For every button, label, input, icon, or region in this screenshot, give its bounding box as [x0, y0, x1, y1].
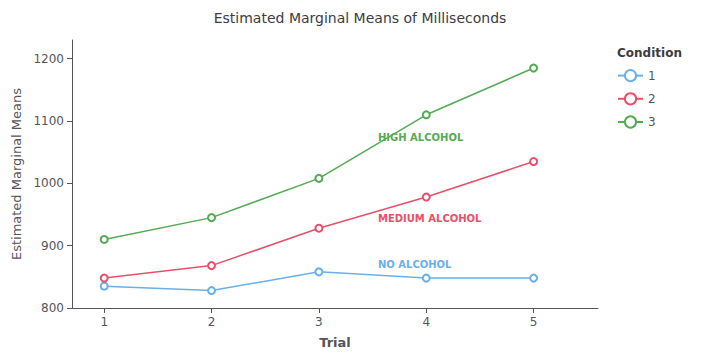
svg-text:Trial: Trial	[319, 335, 351, 350]
svg-text:MEDIUM ALCOHOL: MEDIUM ALCOHOL	[378, 213, 482, 224]
svg-text:3: 3	[648, 115, 656, 129]
svg-text:NO ALCOHOL: NO ALCOHOL	[378, 259, 452, 270]
svg-text:1200: 1200	[33, 52, 64, 66]
svg-text:1000: 1000	[33, 176, 64, 190]
svg-text:Estimated Marginal Means: Estimated Marginal Means	[9, 88, 24, 260]
svg-text:5: 5	[530, 315, 538, 329]
svg-text:Condition: Condition	[617, 46, 682, 60]
svg-text:HIGH ALCOHOL: HIGH ALCOHOL	[378, 132, 464, 143]
svg-text:Estimated Marginal Means of Mi: Estimated Marginal Means of Milliseconds	[214, 10, 507, 26]
svg-text:2: 2	[208, 315, 216, 329]
svg-text:1: 1	[100, 315, 108, 329]
svg-text:3: 3	[315, 315, 323, 329]
svg-text:4: 4	[422, 315, 430, 329]
svg-text:1100: 1100	[33, 114, 64, 128]
svg-text:2: 2	[648, 92, 656, 106]
svg-text:1: 1	[648, 69, 656, 83]
svg-text:900: 900	[41, 239, 64, 253]
svg-text:800: 800	[41, 301, 64, 315]
